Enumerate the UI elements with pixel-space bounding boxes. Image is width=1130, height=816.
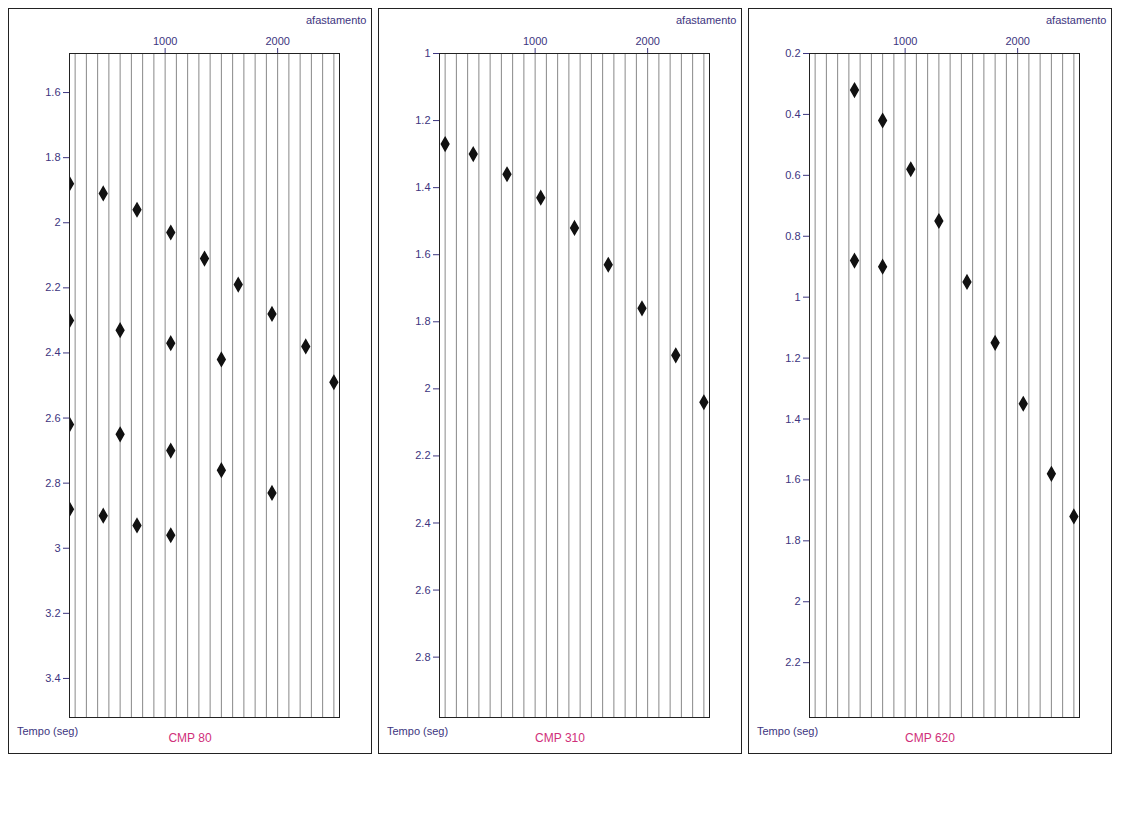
svg-text:0.8: 0.8	[785, 230, 800, 242]
svg-text:2: 2	[54, 216, 60, 228]
svg-text:1.4: 1.4	[415, 181, 430, 193]
html-text:Tempo (seg): Tempo (seg)	[17, 725, 79, 737]
svg-text:1.6: 1.6	[45, 86, 60, 98]
svg-text:2.8: 2.8	[45, 477, 60, 489]
svg-text:1.2: 1.2	[785, 352, 800, 364]
svg-text:1000: 1000	[893, 35, 917, 47]
svg-text:1000: 1000	[153, 35, 177, 47]
svg-text:afastamento: afastamento	[306, 14, 367, 26]
svg-text:afastamento: afastamento	[676, 14, 737, 26]
html-text:CMP 620: CMP 620	[905, 731, 955, 745]
svg-text:0.2: 0.2	[785, 47, 800, 59]
svg-text:3.4: 3.4	[45, 672, 60, 684]
svg-text:2000: 2000	[1005, 35, 1029, 47]
svg-text:2: 2	[424, 382, 430, 394]
svg-text:2.4: 2.4	[415, 517, 430, 529]
svg-text:2.4: 2.4	[45, 346, 60, 358]
svg-text:1: 1	[424, 47, 430, 59]
svg-text:1.8: 1.8	[45, 151, 60, 163]
svg-text:2.6: 2.6	[415, 584, 430, 596]
svg-text:1.2: 1.2	[415, 114, 430, 126]
html-text:Tempo (seg): Tempo (seg)	[757, 725, 819, 737]
svg-text:2000: 2000	[265, 35, 289, 47]
svg-text:0.6: 0.6	[785, 169, 800, 181]
svg-text:1.8: 1.8	[415, 315, 430, 327]
html-text:CMP 310: CMP 310	[535, 731, 585, 745]
svg-text:2.2: 2.2	[415, 449, 430, 461]
svg-text:2.8: 2.8	[415, 651, 430, 663]
svg-text:3.2: 3.2	[45, 607, 60, 619]
svg-text:1: 1	[794, 291, 800, 303]
svg-text:afastamento: afastamento	[1046, 14, 1107, 26]
svg-text:1.6: 1.6	[415, 248, 430, 260]
svg-text:2.2: 2.2	[45, 281, 60, 293]
svg-text:0.4: 0.4	[785, 108, 800, 120]
html-text:Tempo (seg): Tempo (seg)	[387, 725, 449, 737]
svg-text:2000: 2000	[635, 35, 659, 47]
svg-text:2.2: 2.2	[785, 656, 800, 668]
svg-text:2: 2	[794, 595, 800, 607]
svg-text:3: 3	[54, 542, 60, 554]
html-text:CMP 80: CMP 80	[168, 731, 212, 745]
svg-text:2.6: 2.6	[45, 412, 60, 424]
svg-text:1.4: 1.4	[785, 413, 800, 425]
svg-text:1.6: 1.6	[785, 473, 800, 485]
svg-text:1.8: 1.8	[785, 534, 800, 546]
svg-text:1000: 1000	[523, 35, 547, 47]
